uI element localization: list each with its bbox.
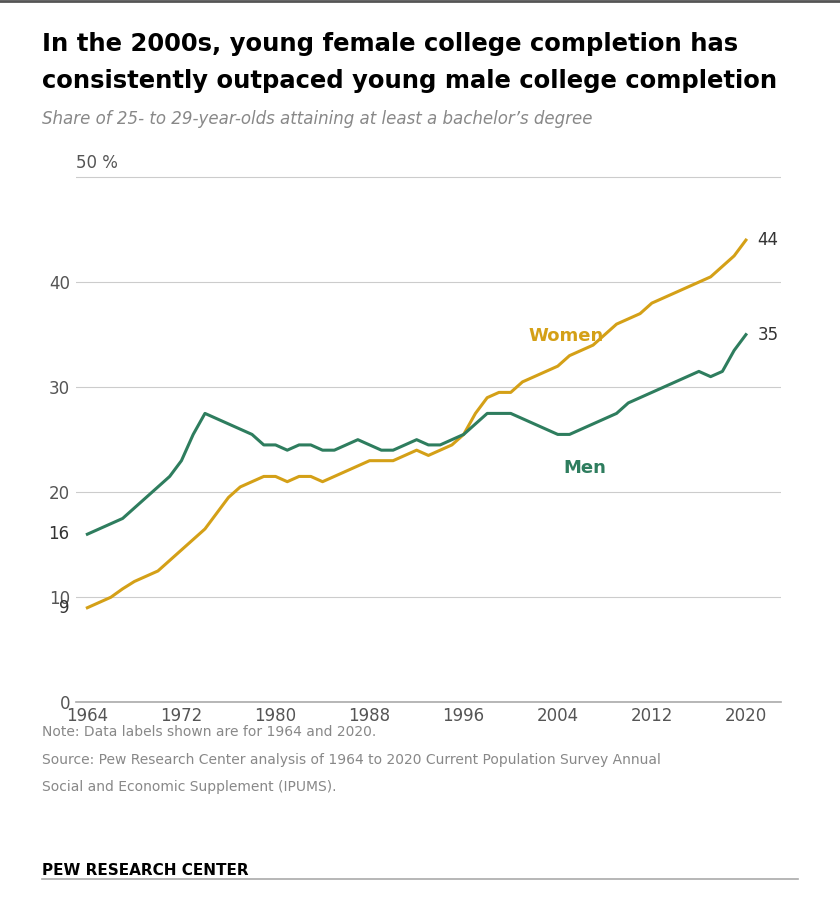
Text: Source: Pew Research Center analysis of 1964 to 2020 Current Population Survey A: Source: Pew Research Center analysis of … bbox=[42, 753, 661, 767]
Text: In the 2000s, young female college completion has: In the 2000s, young female college compl… bbox=[42, 32, 738, 56]
Text: 9: 9 bbox=[59, 599, 70, 617]
Text: consistently outpaced young male college completion: consistently outpaced young male college… bbox=[42, 69, 777, 93]
Text: Women: Women bbox=[528, 327, 604, 345]
Text: Men: Men bbox=[564, 459, 606, 476]
Text: Note: Data labels shown are for 1964 and 2020.: Note: Data labels shown are for 1964 and… bbox=[42, 725, 376, 739]
Text: PEW RESEARCH CENTER: PEW RESEARCH CENTER bbox=[42, 863, 249, 878]
Text: 35: 35 bbox=[758, 326, 779, 343]
Text: Social and Economic Supplement (IPUMS).: Social and Economic Supplement (IPUMS). bbox=[42, 780, 337, 794]
Text: 16: 16 bbox=[49, 525, 70, 543]
Text: 44: 44 bbox=[758, 231, 779, 249]
Text: 50 %: 50 % bbox=[76, 154, 118, 172]
Text: Share of 25- to 29-year-olds attaining at least a bachelor’s degree: Share of 25- to 29-year-olds attaining a… bbox=[42, 110, 592, 129]
